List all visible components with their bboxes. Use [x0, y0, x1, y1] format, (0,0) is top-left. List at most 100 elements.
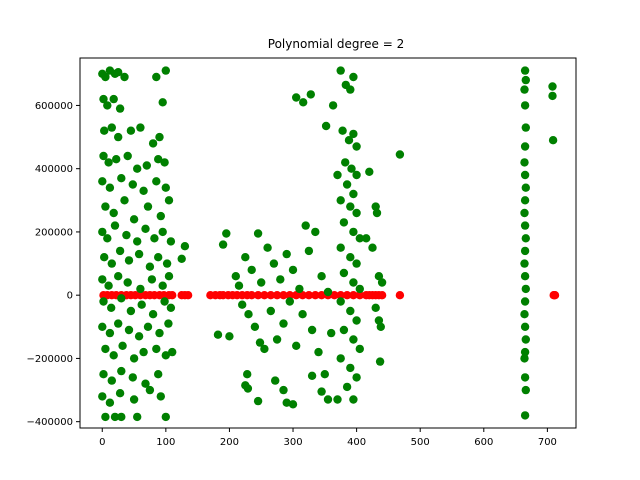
data-point-s1-230	[520, 310, 529, 319]
data-point-s1-221	[520, 196, 530, 205]
data-point-s1-145	[243, 370, 252, 379]
data-point-s1-43	[103, 234, 112, 243]
data-point-s1-102	[101, 412, 110, 422]
data-point-s1-104	[117, 412, 126, 422]
data-point-s1-40	[156, 211, 165, 221]
data-point-s1-23	[123, 151, 132, 161]
x-tick-label: 100	[156, 437, 175, 448]
data-point-s1-14	[107, 123, 117, 132]
data-point-s0-31	[266, 291, 275, 300]
data-point-s1-219	[520, 170, 530, 180]
x-tick-label: 600	[474, 437, 493, 448]
data-point-s1-183	[336, 243, 345, 252]
data-point-s1-213	[521, 75, 530, 85]
y-axis: −400000 −200000 0 200000 400000 600000	[26, 101, 80, 428]
data-point-s1-201	[371, 202, 380, 211]
data-point-s1-138	[307, 325, 317, 335]
y-tick-label: −400000	[26, 417, 73, 428]
x-tick-label: 0	[99, 437, 105, 448]
data-point-s1-149	[279, 385, 288, 395]
data-point-s1-77	[114, 319, 123, 328]
data-point-s1-126	[269, 259, 279, 268]
data-point-s1-101	[156, 392, 165, 401]
data-point-s1-170	[352, 142, 361, 151]
data-point-s1-194	[355, 344, 364, 354]
data-point-s0-15	[168, 291, 177, 300]
data-point-s1-13	[100, 126, 109, 135]
data-point-s1-185	[352, 259, 361, 268]
data-point-s1-237	[520, 411, 530, 420]
data-point-s1-26	[154, 155, 163, 164]
data-point-s1-46	[133, 237, 142, 246]
data-point-s1-74	[166, 303, 176, 312]
data-point-s1-111	[218, 240, 228, 249]
data-point-s1-162	[328, 101, 338, 110]
data-point-s1-24	[133, 164, 142, 173]
data-point-s1-103	[110, 412, 120, 422]
data-point-s1-114	[231, 272, 240, 281]
data-point-s1-209	[376, 322, 385, 331]
data-point-s1-231	[520, 322, 530, 331]
data-point-s0-33	[279, 291, 288, 300]
data-point-s1-28	[98, 177, 107, 186]
data-point-s1-12	[158, 98, 167, 107]
data-point-s1-80	[143, 322, 153, 331]
data-point-s1-113	[213, 330, 223, 339]
data-point-s1-98	[115, 389, 125, 398]
data-point-s1-227	[520, 272, 530, 281]
data-point-s1-132	[288, 265, 298, 275]
data-point-s1-180	[339, 218, 349, 227]
data-point-s1-189	[336, 297, 345, 306]
data-point-s0-37	[304, 291, 314, 300]
data-point-s1-68	[107, 303, 116, 312]
data-point-s1-95	[154, 370, 163, 379]
data-point-s0-28	[247, 291, 256, 300]
data-point-s1-48	[150, 234, 159, 243]
data-point-s1-229	[520, 297, 530, 306]
x-tick-label: 400	[347, 437, 366, 448]
data-point-s1-151	[288, 400, 298, 409]
data-point-s1-61	[114, 272, 123, 281]
data-point-s1-87	[139, 347, 148, 357]
data-point-s1-202	[372, 208, 382, 218]
data-point-s1-22	[112, 155, 121, 164]
data-point-s1-125	[266, 306, 275, 316]
data-point-s1-176	[349, 189, 358, 199]
series-1	[98, 66, 558, 422]
data-point-s0-51	[377, 291, 387, 300]
data-point-s1-17	[136, 123, 145, 132]
data-point-s1-216	[521, 123, 530, 132]
data-point-s1-217	[520, 142, 530, 151]
data-point-s0-18	[183, 291, 193, 300]
data-point-s1-236	[521, 385, 530, 395]
data-point-s1-193	[349, 335, 358, 344]
data-point-s1-11	[115, 104, 125, 113]
data-point-s1-234	[520, 354, 529, 363]
data-point-s1-228	[521, 284, 530, 294]
data-point-s1-204	[368, 243, 377, 252]
data-point-s1-156	[241, 381, 250, 390]
data-point-s1-37	[120, 196, 129, 205]
data-point-s1-39	[143, 202, 153, 211]
data-point-s1-239	[548, 91, 557, 101]
data-point-s0-29	[253, 291, 263, 300]
data-point-s1-85	[118, 341, 127, 350]
plot-frame	[79, 57, 577, 429]
data-point-s1-135	[298, 310, 307, 319]
data-point-s0-30	[260, 291, 269, 300]
data-point-s1-139	[311, 227, 320, 237]
data-point-s1-36	[109, 208, 118, 218]
data-point-s1-54	[124, 256, 134, 265]
data-point-s1-123	[260, 344, 269, 354]
data-point-s1-47	[141, 224, 150, 233]
data-point-s1-7	[161, 66, 170, 75]
data-point-s1-60	[104, 281, 113, 290]
data-point-s1-57	[154, 253, 163, 262]
data-point-s1-147	[253, 396, 263, 406]
data-point-s1-21	[104, 158, 113, 167]
data-point-s1-211	[395, 150, 405, 159]
data-point-s1-187	[349, 278, 358, 287]
data-point-s1-29	[105, 183, 115, 192]
data-point-s0-55	[550, 291, 560, 300]
data-point-s1-232	[521, 335, 530, 344]
